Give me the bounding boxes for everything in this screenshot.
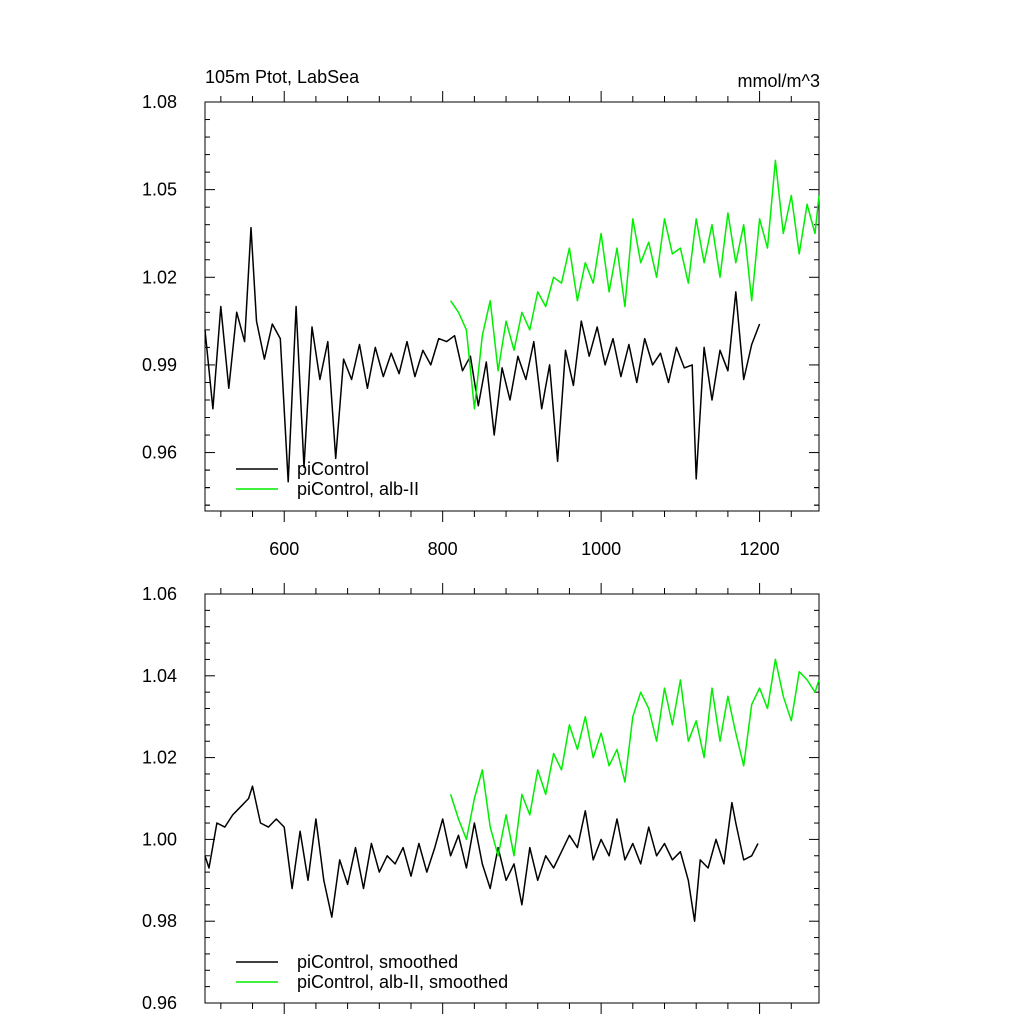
y-tick-label: 1.06 (142, 584, 177, 604)
series-line-picontrol (204, 226, 761, 483)
y-tick-label: 0.99 (142, 355, 177, 375)
series-line-picontrol-alb-ii-smoothed (449, 658, 820, 857)
legend-label-alb-ii: piControl, alb-II (297, 479, 419, 499)
top-plot-frame (204, 101, 820, 512)
bottom-legend: piControl, smoothed piControl, alb-II, s… (236, 952, 508, 992)
legend-label-alb-ii-smoothed: piControl, alb-II, smoothed (297, 972, 508, 992)
bottom-plot-frame (204, 593, 820, 1004)
x-tick-label: 1200 (740, 539, 780, 559)
y-tick-label: 1.04 (142, 666, 177, 686)
y-tick-label: 1.08 (142, 92, 177, 112)
top-series (204, 159, 820, 483)
series-line-picontrol-smoothed (204, 785, 759, 922)
bottom-ticks: 0.96 0.98 1.00 1.02 1.04 1.06 (142, 583, 819, 1014)
y-tick-label: 1.02 (142, 267, 177, 287)
x-tick-label: 600 (269, 539, 299, 559)
units-label: mmol/m^3 (738, 71, 820, 91)
bottom-panel: 0.96 0.98 1.00 1.02 1.04 1.06 piControl, smoo… (142, 583, 820, 1014)
y-tick-label: 1.02 (142, 748, 177, 768)
chart-title: 105m Ptot, LabSea (205, 67, 360, 87)
y-tick-label: 1.00 (142, 829, 177, 849)
y-tick-label: 0.96 (142, 443, 177, 463)
top-panel: 105m Ptot, LabSea mmol/m^3 0.96 0.99 1.02 1… (142, 67, 820, 559)
top-ticks: 0.96 0.99 1.02 1.05 1.08 600 800 1000 1200 (142, 91, 819, 559)
y-tick-label: 0.96 (142, 993, 177, 1013)
y-tick-label: 0.98 (142, 911, 177, 931)
y-tick-label: 1.05 (142, 180, 177, 200)
top-legend: piControl piControl, alb-II (236, 459, 419, 499)
legend-label-picontrol: piControl (297, 459, 369, 479)
x-tick-label: 1000 (581, 539, 621, 559)
legend-label-picontrol-smoothed: piControl, smoothed (297, 952, 458, 972)
series-line-picontrol-alb-ii (449, 159, 820, 410)
bottom-series (204, 658, 820, 922)
x-tick-label: 800 (428, 539, 458, 559)
